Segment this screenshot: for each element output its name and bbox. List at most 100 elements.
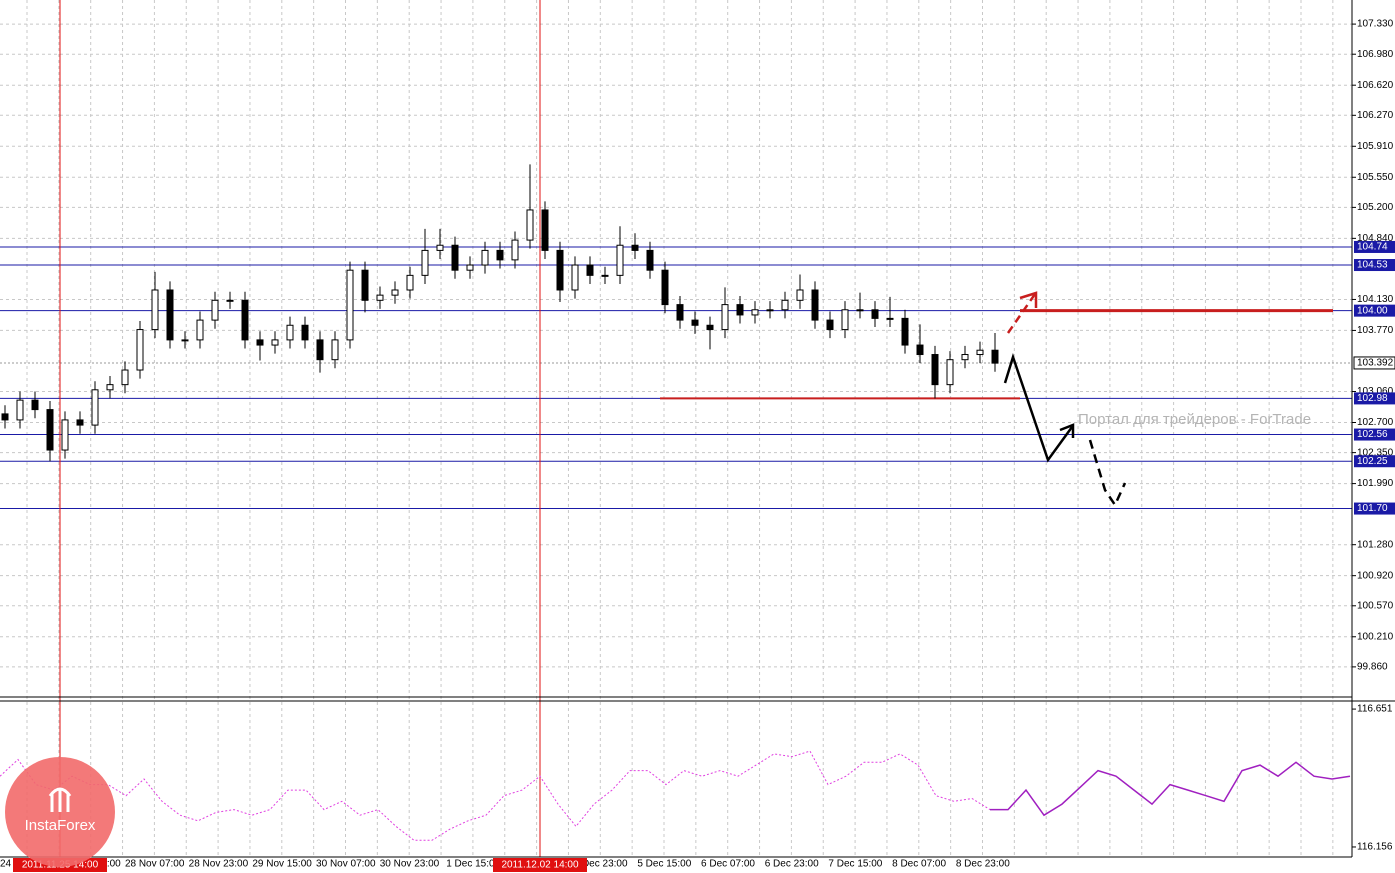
x-tick-label: 8 Dec 07:00 [892, 859, 946, 870]
candle-body [406, 274, 414, 291]
y-tick-label: 105.550 [1357, 172, 1394, 183]
logo-text: InstaForex [25, 817, 96, 834]
arrow [1088, 439, 1127, 508]
y-tick-label: 101.280 [1357, 539, 1394, 550]
candle-body [526, 209, 534, 241]
candle-body [751, 309, 759, 316]
candle-body [226, 299, 234, 302]
last-price-bg [1353, 356, 1395, 370]
candle-body [346, 269, 354, 341]
grid [0, 0, 1352, 857]
candle-body [331, 339, 339, 361]
candle-body [496, 249, 504, 261]
candle-body [376, 294, 384, 301]
candle-body [961, 354, 969, 361]
arrow-head [1059, 423, 1075, 438]
candle-body [691, 319, 699, 326]
candle-body [16, 399, 24, 421]
candle-body [841, 309, 849, 331]
candle-body [856, 309, 864, 312]
marker-label: 2011.12.02 14:00 [501, 860, 579, 871]
candle-body [31, 399, 39, 411]
y-tick-label: 100.210 [1357, 631, 1394, 642]
candle-body [616, 244, 624, 276]
candle-body [436, 244, 444, 251]
x-tick-label: 24 [0, 859, 12, 870]
y-tick-label: 101.990 [1357, 478, 1394, 489]
y-tick-label: 116.651 [1357, 704, 1393, 715]
candle-body [391, 289, 399, 296]
candle-body [901, 317, 909, 346]
level-label: 102.56 [1357, 429, 1388, 440]
candle-body [646, 249, 654, 271]
candle-body [946, 359, 954, 386]
y-tick-label: 103.770 [1357, 325, 1394, 336]
candle-body [676, 304, 684, 321]
x-tick-label: 6 Dec 07:00 [701, 859, 755, 870]
candle-body [46, 409, 54, 451]
candle-body [931, 354, 939, 386]
candle-body [361, 269, 369, 301]
arrow-head [1019, 291, 1038, 308]
candle-body [271, 339, 279, 346]
candle-body [781, 299, 789, 311]
candle-body [556, 249, 564, 291]
candle-body [886, 317, 894, 320]
x-tick-label: 1 Dec 15:00 [446, 859, 500, 870]
logo: InstaForex [5, 757, 115, 867]
candle-body [811, 289, 819, 321]
y-tick-label: 100.920 [1357, 570, 1394, 581]
y-tick-label: 106.980 [1357, 49, 1394, 60]
forecast-arrows [1003, 291, 1127, 508]
level-label: 101.70 [1357, 503, 1388, 514]
x-tick-label: 28 Nov 23:00 [189, 859, 249, 870]
last-price-label: 103.392 [1357, 358, 1394, 369]
candle-body [481, 249, 489, 266]
level-label: 104.53 [1357, 260, 1388, 271]
y-tick-label: 99.860 [1357, 662, 1388, 673]
level-label-bg [1354, 455, 1395, 468]
candle-body [916, 344, 924, 356]
candle-body [181, 339, 189, 342]
arrow [1003, 352, 1074, 463]
candle-body [211, 299, 219, 321]
y-tick-label: 105.200 [1357, 202, 1394, 213]
x-tick-label: 8 Dec 23:00 [956, 859, 1010, 870]
candle-body [136, 329, 144, 371]
y-tick-label: 116.156 [1357, 842, 1393, 853]
level-label-bg [1354, 240, 1395, 253]
y-tick-label: 102.700 [1357, 417, 1394, 428]
candle-body [991, 349, 999, 364]
y-tick-label: 106.620 [1357, 80, 1394, 91]
candle-body [256, 339, 264, 346]
marker-label-bg [493, 858, 587, 872]
candle-body [586, 264, 594, 276]
y-tick-label: 103.060 [1357, 386, 1394, 397]
watermark: Портал для трейдеров - ForTrade [1078, 411, 1311, 428]
candle-body [871, 309, 879, 319]
level-label-bg [1354, 259, 1395, 272]
candle-body [601, 274, 609, 277]
candle-body [301, 324, 309, 341]
candle-body [61, 419, 69, 451]
y-tick-label: 106.270 [1357, 110, 1394, 121]
plot [0, 0, 1352, 857]
x-tick-label: 5 Dec 15:00 [637, 859, 691, 870]
candle-body [316, 339, 324, 361]
candle-body [241, 299, 249, 341]
candle-body [571, 264, 579, 291]
level-label: 102.98 [1357, 393, 1388, 404]
y-tick-label: 100.570 [1357, 600, 1394, 611]
y-tick-label: 105.910 [1357, 141, 1394, 152]
candle-body [976, 349, 984, 356]
arrow [1006, 293, 1037, 334]
candle-body [826, 319, 834, 331]
candle-body [736, 304, 744, 316]
candle-body [766, 309, 774, 312]
candle-body [706, 324, 714, 331]
candle-body [76, 419, 84, 426]
candle-body [631, 244, 639, 251]
candle-body [511, 239, 519, 261]
